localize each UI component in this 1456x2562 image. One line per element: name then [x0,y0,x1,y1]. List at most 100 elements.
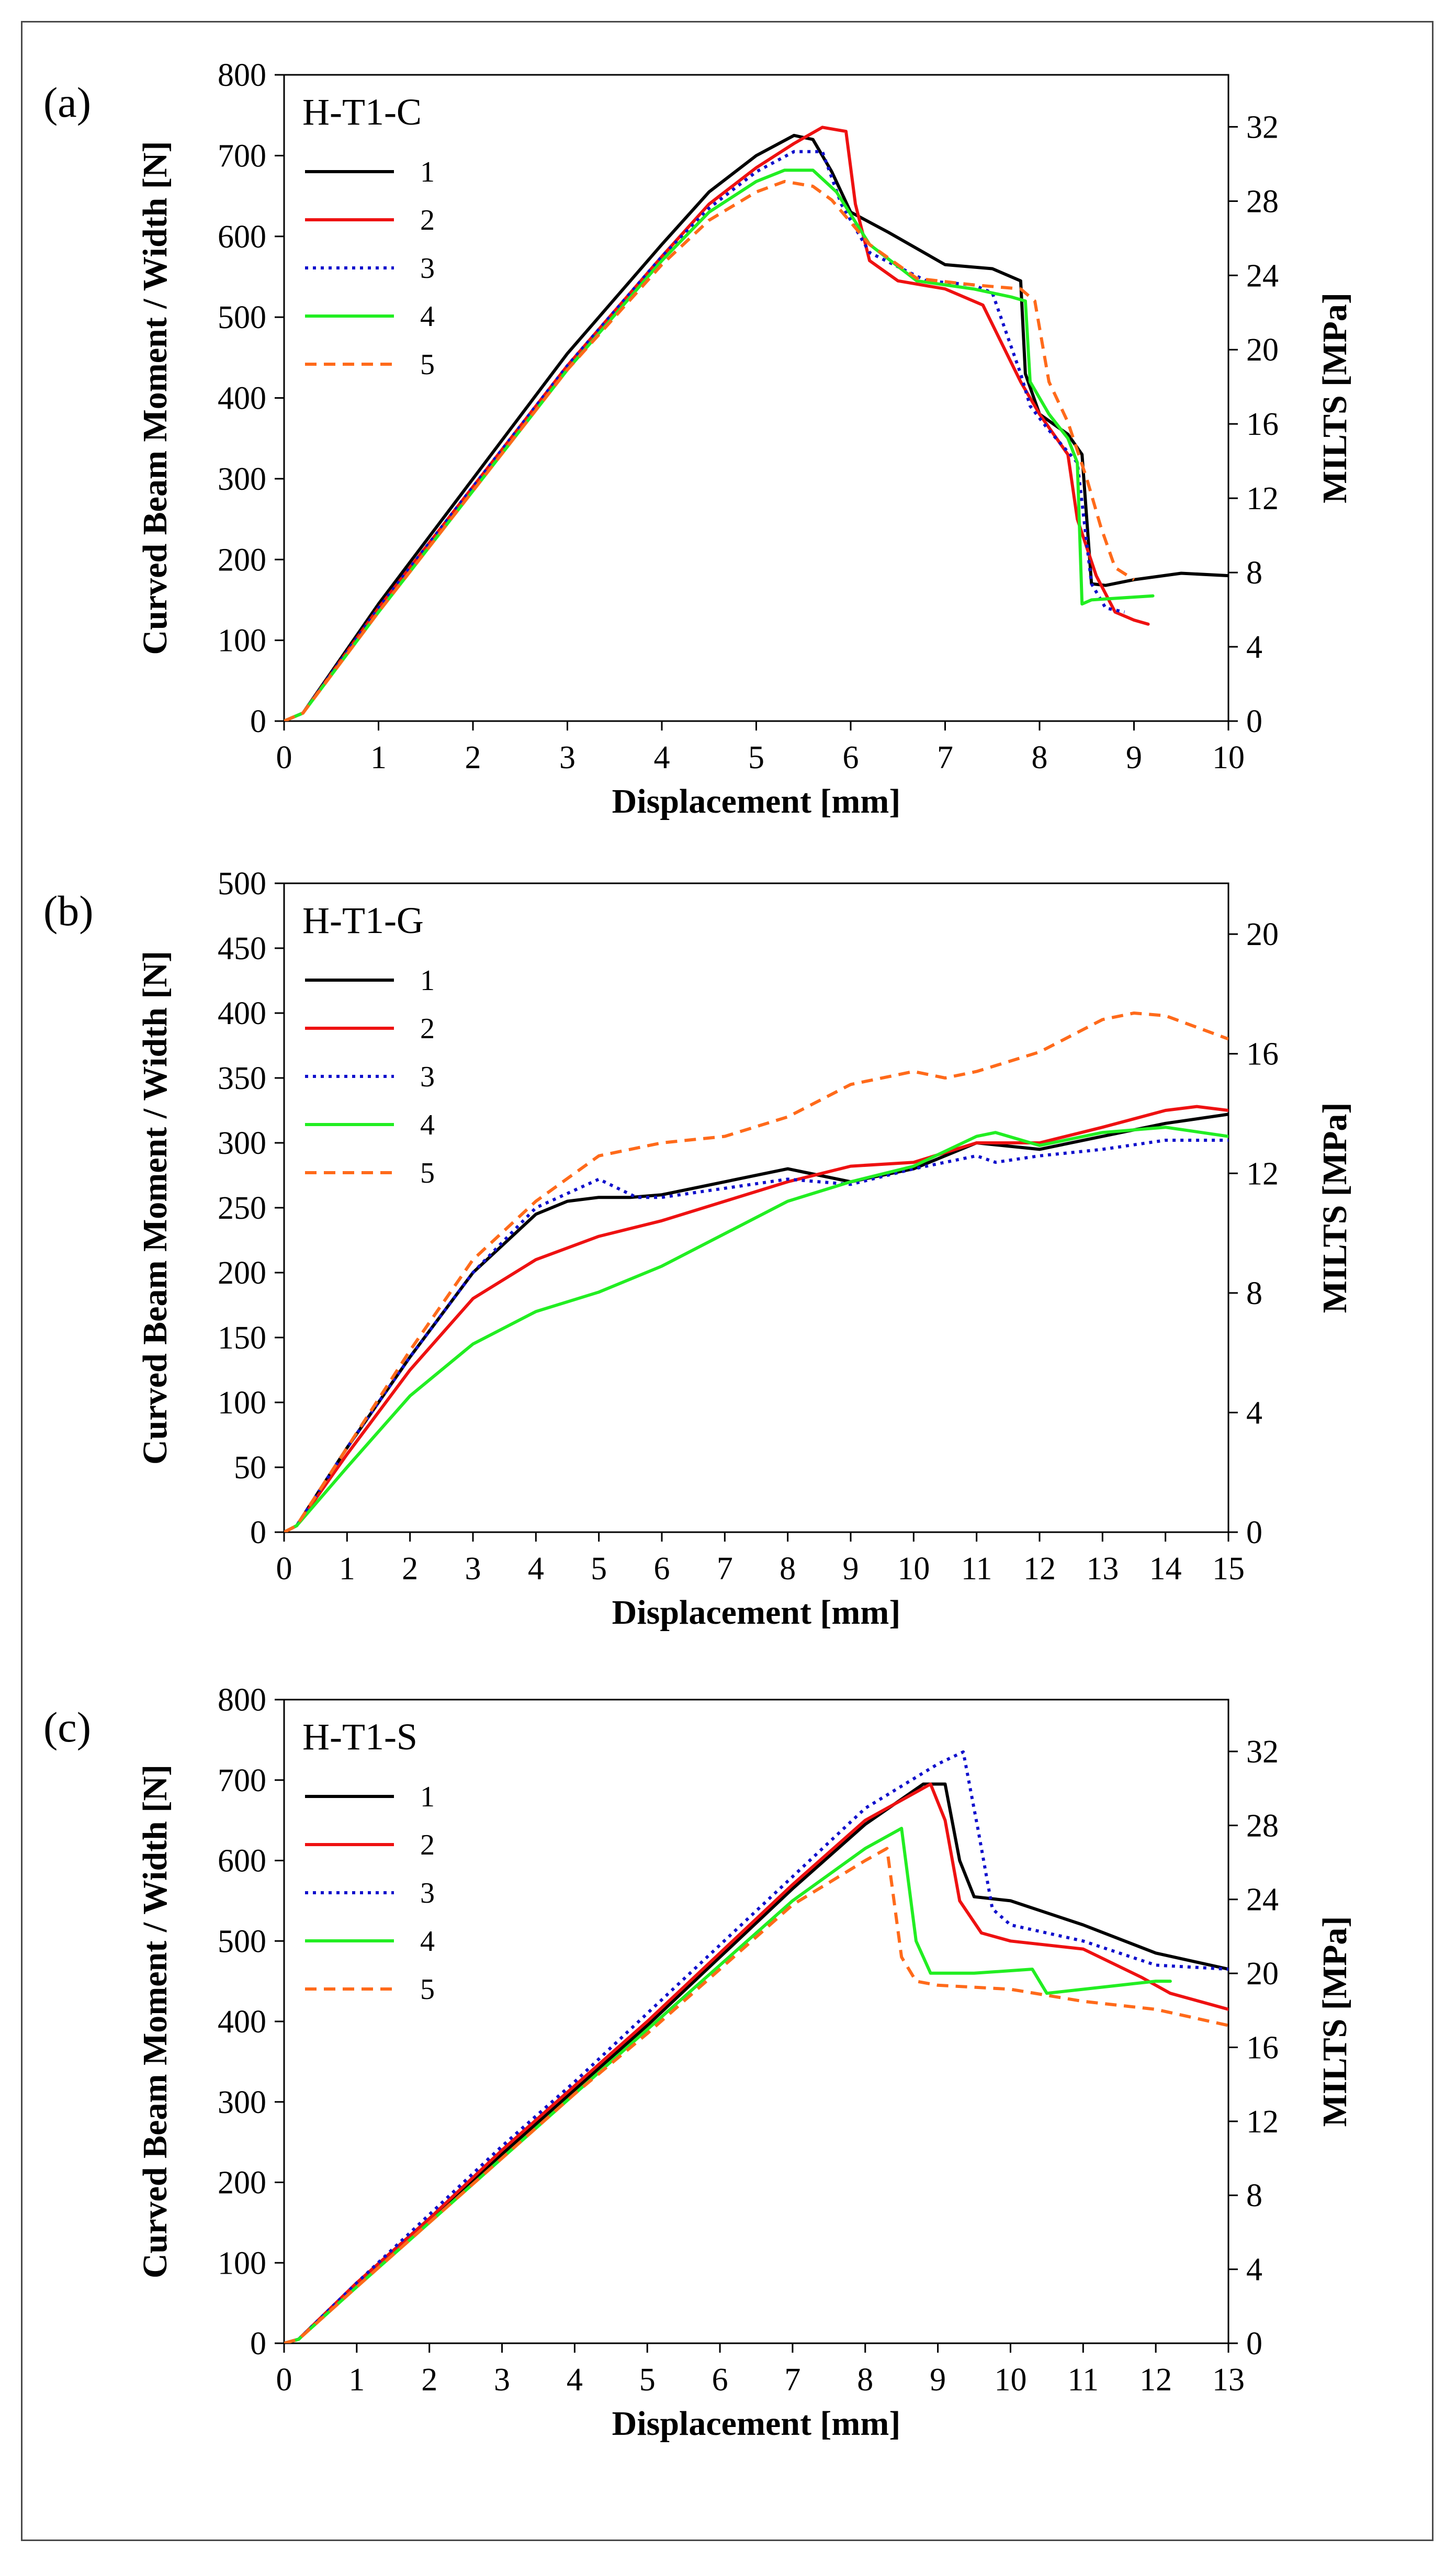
y-tick-label: 700 [218,1763,266,1799]
y2-tick-label: 0 [1246,704,1262,739]
x-tick-label: 9 [843,1551,859,1587]
y-tick-label: 700 [218,138,266,174]
y2-tick-label: 8 [1246,1276,1262,1311]
y-tick-label: 50 [234,1450,266,1486]
y-tick-label: 200 [218,542,266,578]
x-tick-label: 5 [591,1551,607,1587]
y-tick-label: 300 [218,1126,266,1161]
x-tick-label: 3 [559,740,575,776]
legend: 1 2 3 4 5 [305,1781,435,2006]
y2-tick-label: 24 [1246,1882,1279,1918]
y-tick-label: 600 [218,219,266,255]
legend-label-3: 3 [420,1877,435,1909]
x-tick-label: 8 [1032,740,1048,776]
series-line-5 [284,1847,1228,2343]
y2-tick-label: 16 [1246,1037,1279,1072]
x-tick-label: 10 [897,1551,930,1587]
x-tick-label: 1 [370,740,387,776]
y2-tick-label: 20 [1246,332,1279,368]
series-line-4 [284,168,1155,721]
y2-tick-label: 12 [1246,481,1279,516]
y-tick-label: 400 [218,381,266,417]
chart-title: H-T1-S [302,1716,417,1758]
legend-label-4: 4 [420,1109,435,1141]
x-tick-label: 5 [748,740,764,776]
x-tick-label: 12 [1139,2362,1172,2398]
panel-label: (b) [43,887,94,935]
y2-tick-label: 4 [1246,630,1262,665]
series-line-5 [284,179,1135,721]
y-tick-label: 0 [250,1515,266,1550]
legend-label-1: 1 [420,964,435,997]
y2-axis-label: MILTS [MPa] [1316,293,1354,503]
x-tick-label: 4 [567,2362,583,2398]
y2-tick-label: 16 [1246,407,1279,442]
panel-label: (c) [43,1703,91,1751]
y-tick-label: 100 [218,623,266,659]
legend-label-5: 5 [420,1973,435,2006]
y2-tick-label: 20 [1246,917,1279,952]
y-tick-label: 450 [218,931,266,967]
y-tick-label: 600 [218,1844,266,1879]
y2-tick-label: 32 [1246,1734,1279,1770]
y-axis-label: Curved Beam Moment / Width [N] [136,141,174,655]
x-tick-label: 11 [961,1551,992,1587]
legend: 1 2 3 4 5 [305,156,435,381]
x-tick-label: 6 [654,1551,670,1587]
y-tick-label: 500 [218,300,266,335]
y-tick-label: 150 [218,1320,266,1356]
series-line-1 [284,1782,1228,2343]
y-tick-label: 400 [218,2004,266,2040]
chart-title: H-T1-C [302,91,422,133]
y2-tick-label: 12 [1246,1156,1279,1192]
x-tick-label: 7 [937,740,953,776]
x-tick-label: 3 [465,1551,481,1587]
legend-label-2: 2 [420,1013,435,1045]
x-tick-label: 8 [857,2362,873,2398]
y-tick-label: 400 [218,996,266,1031]
y2-tick-label: 4 [1246,1395,1262,1431]
chart-panel-3: 0 1 2 3 4 5 6 7 8 9 10 11 12 130100200300400500600700… [43,1682,1354,2443]
legend-label-3: 3 [420,1061,435,1093]
y-tick-label: 100 [218,2245,266,2281]
x-tick-label: 4 [528,1551,544,1587]
x-tick-label: 13 [1212,2362,1245,2398]
y-tick-label: 300 [218,462,266,497]
legend-label-5: 5 [420,1157,435,1189]
x-tick-label: 10 [1212,740,1245,776]
figure-frame: 0 1 2 3 4 5 6 7 8 9 10 0 100 200 300 400 500 600 700 800 0 4 8… [21,21,1434,2541]
series-line-5 [284,1012,1228,1532]
x-tick-label: 0 [276,740,292,776]
y-tick-label: 0 [250,2326,266,2362]
chart-panel-2: 0 1 2 3 4 5 6 7 8 9 10 11 12 13 14 15050100150200250300… [43,866,1354,1632]
series-group [284,1750,1228,2343]
y-tick-label: 200 [218,2165,266,2201]
y2-tick-label: 28 [1246,184,1279,219]
y-tick-label: 500 [218,866,266,902]
x-tick-label: 3 [494,2362,510,2398]
y-tick-label: 500 [218,1924,266,1959]
y2-tick-label: 20 [1246,1956,1279,1992]
y-axis-label: Curved Beam Moment / Width [N] [136,1765,174,2278]
x-tick-label: 9 [930,2362,946,2398]
x-tick-label: 2 [402,1551,418,1587]
x-tick-label: 2 [465,740,481,776]
x-tick-label: 0 [276,1551,292,1587]
series-line-4 [284,1827,1172,2343]
x-tick-label: 13 [1086,1551,1119,1587]
x-tick-label: 1 [339,1551,355,1587]
legend: 1 2 3 4 5 [305,964,435,1189]
multi-panel-line-chart: 0 1 2 3 4 5 6 7 8 9 100100200300400500600700800048… [43,58,1354,2443]
x-axis-label: Displacement [mm] [612,782,901,821]
y-tick-label: 800 [218,58,266,93]
y2-tick-label: 8 [1246,2178,1262,2213]
x-tick-label: 15 [1212,1551,1245,1587]
y2-tick-label: 4 [1246,2252,1262,2288]
y2-tick-label: 16 [1246,2030,1279,2065]
y-tick-label: 200 [218,1255,266,1291]
y2-tick-label: 8 [1246,555,1262,591]
legend-label-1: 1 [420,1781,435,1813]
x-axis-label: Displacement [mm] [612,1593,901,1632]
series-line-3 [284,1750,1228,2343]
y2-tick-label: 32 [1246,109,1279,145]
